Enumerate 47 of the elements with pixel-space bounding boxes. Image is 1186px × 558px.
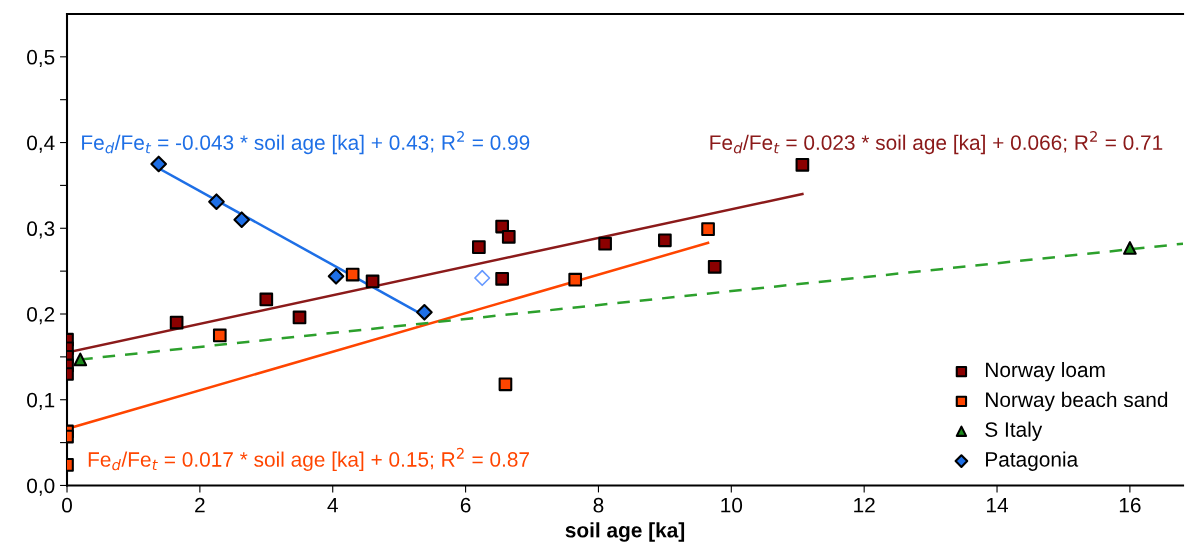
x-tick-label: 8 [593, 497, 604, 513]
legend-label: Patagonia [986, 451, 1079, 471]
y-tick-label: 0,4 [27, 135, 55, 153]
x-tick-label: 14 [987, 498, 1009, 513]
x-axis-title: soil age [ka] [565, 522, 685, 542]
point [795, 157, 810, 172]
x-tick-label: 0 [62, 497, 72, 513]
legend-label: Norway loam [986, 361, 1105, 382]
legend-label: Norway beach sand [986, 391, 1168, 412]
x-tick-label: 10 [721, 497, 743, 513]
x-tick-label: 4 [327, 498, 338, 513]
y-tick-label: 0,1 [27, 392, 55, 410]
point [73, 352, 88, 367]
point [498, 377, 513, 392]
point [365, 274, 380, 289]
point [292, 310, 307, 325]
point [658, 233, 672, 248]
x-tick-label: 12 [854, 497, 875, 513]
legend-label: S Italy [985, 421, 1043, 442]
point [598, 236, 612, 251]
point [345, 267, 360, 282]
x-tick-label: 2 [195, 497, 205, 513]
y-tick-label: 0,2 [27, 307, 55, 325]
y-tick-label: 0,3 [27, 221, 55, 239]
annotation: Fe$_{d}$/Fe$_{t}$ = 0.023 * soil age [ka] + 0.066; R$^{2}$ = 0.71 [710, 131, 1163, 155]
annotation: Fe$_{d}$/Fe$_{t}$ = -0.043 * soil age [ka] + 0.43; R$^{2}$ = 0.99 [82, 131, 530, 155]
point [327, 267, 345, 285]
point [233, 211, 251, 229]
point [1123, 241, 1137, 255]
x-tick-label: 16 [1119, 497, 1141, 513]
point [150, 155, 168, 173]
point [474, 269, 491, 287]
y-tick-label: 0,0 [27, 478, 55, 496]
x-tick-label: 6 [460, 497, 471, 513]
point [259, 292, 274, 307]
point [495, 272, 509, 286]
annotation: Fe$_{d}$/Fe$_{t}$ = 0.017 * soil age [ka] + 0.15; R$^{2}$ = 0.87 [88, 447, 529, 471]
point [169, 315, 184, 330]
point [568, 272, 583, 287]
point [472, 240, 486, 254]
point [501, 230, 516, 244]
y-tick-label: 0,5 [27, 49, 55, 68]
point [212, 328, 227, 343]
point [701, 222, 715, 236]
point [416, 303, 433, 321]
point [707, 260, 722, 274]
point [208, 193, 225, 211]
